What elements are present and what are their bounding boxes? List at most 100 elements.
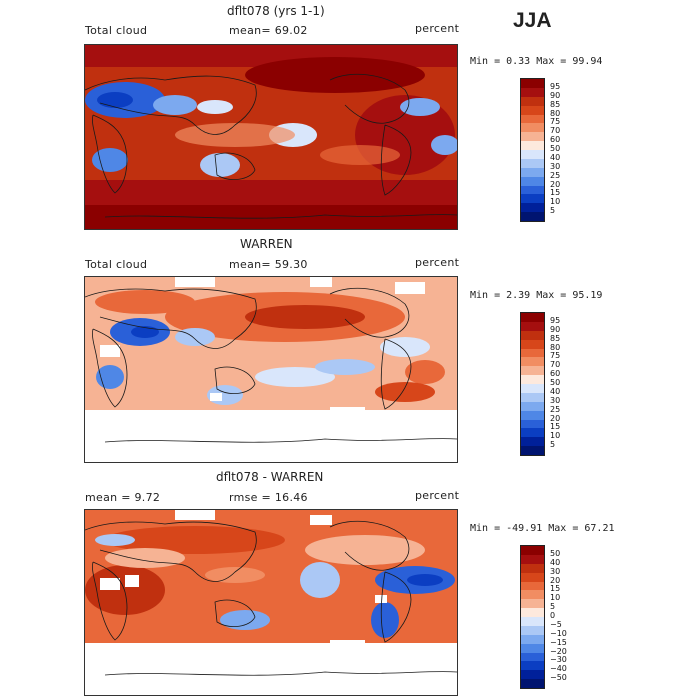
colorbar-tick-label: 70 bbox=[550, 360, 561, 370]
colorbar-segment bbox=[521, 634, 544, 644]
colorbar-segment bbox=[521, 96, 544, 106]
colorbar-segment bbox=[521, 339, 544, 349]
colorbar-segment bbox=[521, 419, 544, 429]
colorbar-tick-label: 95 bbox=[550, 315, 561, 325]
colorbar-tick-label: 40 bbox=[550, 557, 561, 567]
panel-1-units-label: percent bbox=[415, 22, 460, 35]
colorbar-segment bbox=[521, 357, 544, 367]
colorbar-segment bbox=[521, 212, 544, 221]
panel-1-map bbox=[84, 44, 458, 230]
colorbar-tick-label: 10 bbox=[550, 197, 561, 207]
colorbar-tick-label: 0 bbox=[550, 611, 556, 620]
panel-2-minmax: Min = 2.39 Max = 95.19 bbox=[470, 290, 603, 301]
colorbar-tick-label: 70 bbox=[550, 126, 561, 136]
colorbar-segment bbox=[521, 194, 544, 204]
panel-3-field bbox=[85, 510, 457, 695]
panel-1-variable-label: Total cloud bbox=[85, 24, 148, 37]
colorbar-segment bbox=[521, 348, 544, 358]
panel-2-units-label: percent bbox=[415, 256, 460, 269]
colorbar-tick-label: 10 bbox=[550, 593, 561, 603]
colorbar-tick-label: 50 bbox=[550, 548, 561, 558]
colorbar-segment bbox=[521, 203, 544, 213]
colorbar-segment bbox=[521, 446, 544, 455]
colorbar-segment bbox=[521, 661, 544, 671]
colorbar-tick-label: 15 bbox=[550, 188, 561, 198]
colorbar-tick-label: 5 bbox=[550, 440, 556, 450]
colorbar-tick-label: 40 bbox=[550, 386, 561, 396]
colorbar-tick-label: 30 bbox=[550, 566, 561, 576]
colorbar-segment bbox=[521, 123, 544, 133]
colorbar-segment bbox=[521, 141, 544, 150]
panel-3-mean-label: mean = 9.72 bbox=[85, 491, 161, 504]
colorbar-tick-label: −40 bbox=[550, 664, 567, 674]
colorbar-tick-label: 95 bbox=[550, 81, 561, 91]
colorbar-tick-label: −30 bbox=[550, 655, 567, 665]
colorbar-tick-label: −20 bbox=[550, 646, 567, 656]
colorbar-segment bbox=[521, 581, 544, 591]
colorbar-tick-label: 15 bbox=[550, 584, 561, 594]
panel-3-rmse-label: rmse = 16.46 bbox=[229, 491, 308, 504]
colorbar-segment bbox=[521, 670, 544, 680]
colorbar-segment bbox=[521, 625, 544, 635]
colorbar-segment bbox=[521, 330, 544, 340]
colorbar-segment bbox=[521, 87, 544, 97]
colorbar-tick-label: 75 bbox=[550, 351, 561, 361]
colorbar-segment bbox=[521, 428, 544, 438]
colorbar-segment bbox=[521, 608, 544, 617]
colorbar-segment bbox=[521, 132, 544, 142]
panel-2-map bbox=[84, 276, 458, 463]
season-label: JJA bbox=[513, 9, 552, 32]
colorbar-tick-label: −15 bbox=[550, 637, 567, 647]
colorbar-segment bbox=[521, 167, 544, 177]
panel-1-title: dflt078 (yrs 1-1) bbox=[227, 4, 325, 18]
colorbar-segment bbox=[521, 185, 544, 195]
colorbar-segment bbox=[521, 392, 544, 402]
panel-3-title: dflt078 - WARREN bbox=[216, 470, 324, 484]
panel-3-colorbar bbox=[520, 545, 545, 689]
colorbar-tick-label: 60 bbox=[550, 369, 561, 379]
colorbar-tick-label: 5 bbox=[550, 602, 556, 612]
colorbar-tick-label: −5 bbox=[550, 619, 562, 629]
colorbar-tick-label: 85 bbox=[550, 99, 561, 109]
colorbar-tick-label: 5 bbox=[550, 206, 556, 216]
colorbar-tick-label: 50 bbox=[550, 144, 561, 153]
colorbar-segment bbox=[521, 321, 544, 331]
panel-2-variable-label: Total cloud bbox=[85, 258, 148, 271]
colorbar-tick-label: 80 bbox=[550, 342, 561, 352]
colorbar-segment bbox=[521, 643, 544, 653]
colorbar-tick-label: 50 bbox=[550, 378, 561, 387]
panel-1-mean-label: mean= 69.02 bbox=[229, 24, 308, 37]
colorbar-segment bbox=[521, 114, 544, 124]
panel-2-title: WARREN bbox=[240, 237, 293, 251]
panel-2-field bbox=[85, 277, 457, 462]
colorbar-tick-label: 20 bbox=[550, 179, 561, 189]
colorbar-segment bbox=[521, 375, 544, 384]
colorbar-segment bbox=[521, 384, 544, 393]
colorbar-tick-label: 40 bbox=[550, 152, 561, 162]
colorbar-segment bbox=[521, 79, 544, 88]
panel-1-field bbox=[85, 45, 457, 229]
colorbar-tick-label: 20 bbox=[550, 413, 561, 423]
colorbar-segment bbox=[521, 401, 544, 411]
colorbar-tick-label: 25 bbox=[550, 404, 561, 414]
panel-3-map bbox=[84, 509, 458, 696]
colorbar-segment bbox=[521, 590, 544, 600]
colorbar-tick-label: −50 bbox=[550, 673, 567, 683]
panel-2-colorbar bbox=[520, 312, 545, 456]
colorbar-segment bbox=[521, 410, 544, 420]
colorbar-segment bbox=[521, 546, 544, 555]
colorbar-segment bbox=[521, 366, 544, 376]
colorbar-segment bbox=[521, 652, 544, 662]
colorbar-tick-label: 75 bbox=[550, 117, 561, 127]
colorbar-segment bbox=[521, 679, 544, 688]
colorbar-tick-label: 25 bbox=[550, 170, 561, 180]
colorbar-segment bbox=[521, 150, 544, 159]
panel-3-minmax: Min = -49.91 Max = 67.21 bbox=[470, 523, 615, 534]
colorbar-tick-label: 90 bbox=[550, 324, 561, 334]
colorbar-tick-label: 15 bbox=[550, 422, 561, 432]
panel-1-colorbar bbox=[520, 78, 545, 222]
colorbar-segment bbox=[521, 599, 544, 609]
colorbar-tick-label: 30 bbox=[550, 395, 561, 405]
colorbar-segment bbox=[521, 158, 544, 168]
colorbar-tick-label: 90 bbox=[550, 90, 561, 100]
